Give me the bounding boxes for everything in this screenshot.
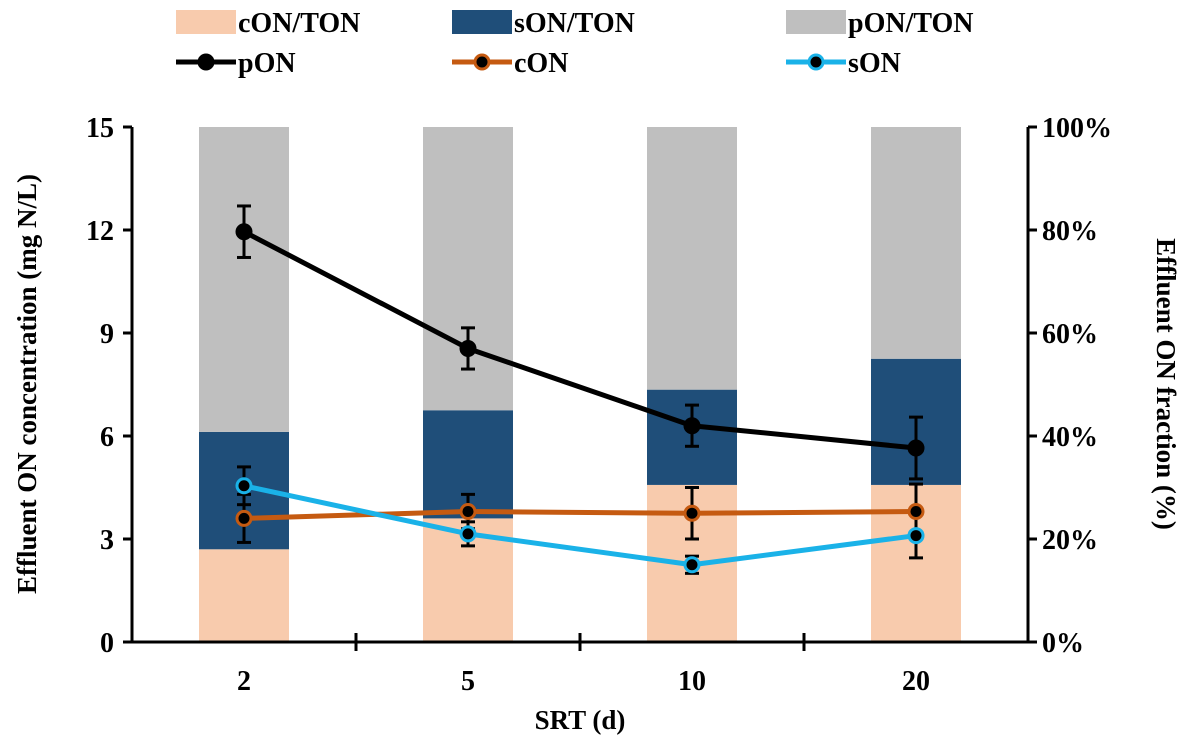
series-line [242,229,917,451]
legend-label: sON [848,48,901,79]
legend-swatch [786,10,846,34]
legend-label: cON/TON [238,8,360,39]
bar-segment [199,549,289,642]
y-tick-label-right: 60% [1042,319,1098,350]
y-tick-label-left: 3 [100,525,114,556]
data-point [235,477,253,495]
legend-swatch [176,10,236,34]
y-tick-label-left: 15 [86,113,114,144]
y-axis-label-right: Effluent ON fraction (%) [1151,238,1181,530]
legend: cON/TON sON/TON pON/TON pON cON sON [176,8,974,79]
bar-segment [647,127,737,390]
y-tick-label-right: 40% [1042,422,1098,453]
data-point [459,503,477,521]
x-tick-label: 20 [902,666,930,697]
x-tick-label: 5 [461,666,475,697]
y-tick-label-left: 9 [100,319,114,350]
y-tick-label-left: 0 [100,628,114,659]
series-line [243,483,917,568]
data-point [459,339,477,357]
legend-label: sON/TON [514,8,635,39]
legend-marker [197,53,215,71]
legend-marker [473,53,491,71]
data-point [683,556,701,574]
axes: 0 3 6 9 12 15 0% 20% 40% 60% 80% 100% 2 5 10 20 [86,113,1112,697]
data-point [235,223,253,241]
y-tick-label-left: 6 [100,422,114,453]
series-line [243,509,917,521]
line-series [235,204,925,575]
y-tick-label-right: 20% [1042,525,1098,556]
legend-label: cON [514,48,568,79]
x-tick-label: 2 [237,666,251,697]
legend-marker [807,53,825,71]
y-tick-label-right: 0% [1042,628,1084,659]
y-tick-label-right: 100% [1042,113,1112,144]
x-axis-label: SRT (d) [535,705,626,735]
data-point [683,417,701,435]
y-tick-label-right: 80% [1042,216,1098,247]
data-point [683,504,701,522]
bar-segment [871,127,961,359]
data-point [459,525,477,543]
data-point [907,527,925,545]
x-tick-label: 10 [678,666,706,697]
data-point [907,503,925,521]
legend-label: pON [238,48,296,79]
y-axis-label-left: Effluent ON concentration (mg N/L) [12,174,42,594]
data-point [907,439,925,457]
y-tick-label-left: 12 [86,216,114,247]
bar-segment [199,127,289,432]
data-point [235,509,253,527]
legend-swatch [452,10,512,34]
legend-label: pON/TON [848,8,974,39]
bars [199,127,961,642]
